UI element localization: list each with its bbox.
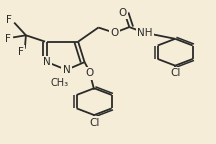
Text: O: O (110, 28, 119, 38)
Text: F: F (6, 15, 12, 25)
Text: N: N (63, 65, 70, 75)
Text: Cl: Cl (170, 68, 180, 78)
Text: O: O (118, 8, 127, 18)
Text: N: N (43, 57, 51, 67)
Text: O: O (86, 68, 94, 78)
Text: F: F (5, 34, 11, 44)
Text: F: F (18, 47, 24, 57)
Text: NH: NH (137, 28, 152, 38)
Text: CH₃: CH₃ (51, 78, 69, 88)
Text: Cl: Cl (89, 118, 99, 128)
